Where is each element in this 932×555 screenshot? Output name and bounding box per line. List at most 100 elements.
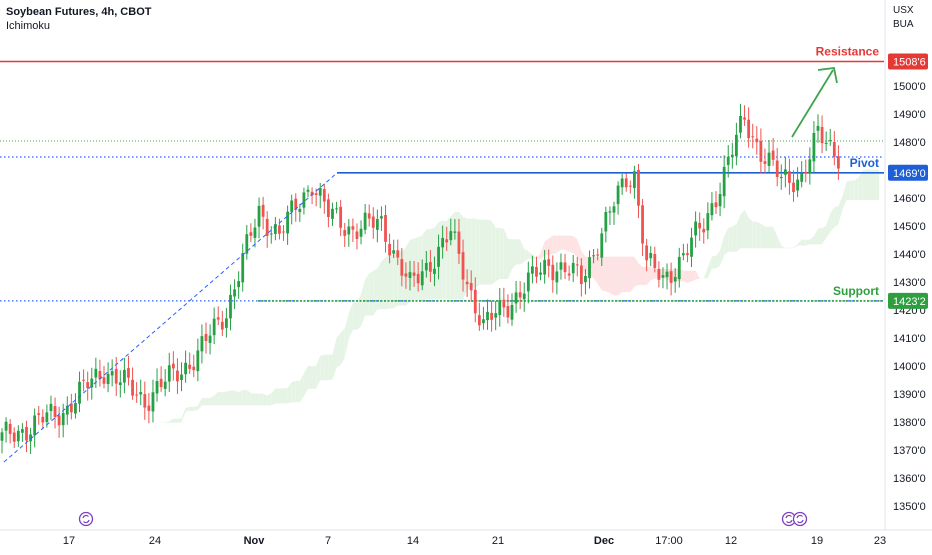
candle (164, 369, 167, 396)
cloud-segment (149, 427, 153, 428)
price-tick-label: 1460'0 (893, 193, 926, 205)
candle (33, 409, 36, 448)
cloud-segment (736, 215, 740, 252)
candle-body (380, 216, 383, 218)
candle (254, 219, 257, 248)
cloud-segment (284, 388, 288, 403)
candle (572, 255, 575, 282)
candle (645, 239, 648, 271)
candle-body (519, 292, 522, 297)
candle-body (303, 192, 306, 207)
candle-body (813, 133, 816, 161)
candle-body (160, 379, 163, 387)
candle (307, 185, 310, 197)
cloud-segment (777, 236, 781, 248)
cloud-segment (345, 313, 349, 358)
cloud-segment (569, 236, 573, 254)
cloud-segment (512, 239, 516, 269)
candle-body (817, 126, 820, 131)
cloud-segment (553, 236, 557, 255)
candle-body (576, 264, 579, 265)
indicator-label[interactable]: Ichimoku (6, 20, 50, 32)
candle (217, 306, 220, 325)
event-icon (80, 513, 93, 526)
cloud-segment (802, 240, 806, 246)
candle-body (41, 417, 44, 423)
candle-body (209, 336, 212, 343)
candle (225, 308, 228, 338)
candle-body (751, 136, 754, 137)
candle (356, 223, 359, 249)
candle-body (600, 233, 603, 257)
candle (331, 203, 334, 226)
candle (70, 394, 73, 420)
candle-body (21, 429, 24, 433)
candle-body (249, 232, 252, 236)
candle-body (547, 259, 550, 266)
cloud-segment (704, 267, 708, 278)
candle (74, 393, 77, 418)
candle-body (258, 206, 261, 227)
candle (780, 164, 783, 189)
candle (184, 351, 187, 383)
cloud-segment (169, 419, 173, 423)
cloud-segment (357, 294, 361, 330)
candle-body (1, 432, 4, 440)
candle-body (706, 213, 709, 230)
candle (776, 148, 779, 186)
candle (535, 257, 538, 284)
cloud-segment (153, 423, 157, 428)
candle-body (37, 413, 40, 415)
candle-body (657, 269, 660, 280)
price-badge-text: 1469'0 (893, 168, 926, 180)
cloud-segment (202, 398, 206, 405)
cloud-segment (222, 392, 226, 406)
pivot-label: Pivot (850, 156, 879, 170)
candle-body (462, 252, 465, 279)
candle (723, 155, 726, 208)
candle-body (433, 269, 436, 274)
chart-title: Soybean Futures, 4h, CBOT (6, 6, 151, 18)
candle (686, 244, 689, 263)
candle (617, 181, 620, 214)
candle (784, 157, 787, 188)
price-tick-label: 1380'0 (893, 417, 926, 429)
cloud-segment (618, 257, 622, 296)
candle-body (470, 283, 473, 290)
candle-body (229, 295, 232, 319)
unit-label[interactable]: BUA (893, 19, 914, 30)
cloud-segment (194, 406, 198, 411)
cloud-segment (304, 366, 308, 396)
candle (625, 173, 628, 191)
cloud-segment (263, 394, 267, 406)
cloud-segment (349, 302, 353, 339)
cloud-segment (230, 390, 234, 405)
candle (633, 166, 636, 199)
cloud-segment (851, 181, 855, 200)
cloud-segment (328, 354, 332, 380)
candle (755, 126, 758, 155)
cloud-segment (720, 236, 724, 266)
candle-body (66, 406, 69, 415)
candle (90, 368, 93, 400)
currency-label[interactable]: USX (893, 5, 914, 16)
candle (759, 128, 762, 173)
candle-body (637, 170, 640, 206)
cloud-segment (859, 170, 863, 200)
cloud-segment (182, 408, 186, 423)
cloud-segment (520, 239, 524, 264)
cloud-segment (410, 239, 414, 302)
candle-body (588, 257, 591, 278)
cloud-segment (206, 398, 210, 405)
candle-body (94, 369, 97, 378)
candle (804, 160, 807, 183)
candle (502, 288, 505, 317)
candle-body (507, 306, 510, 317)
candle (800, 161, 803, 187)
candle (666, 263, 669, 289)
candle-body (466, 282, 469, 284)
cloud-segment (651, 267, 655, 281)
candle-body (449, 231, 452, 240)
